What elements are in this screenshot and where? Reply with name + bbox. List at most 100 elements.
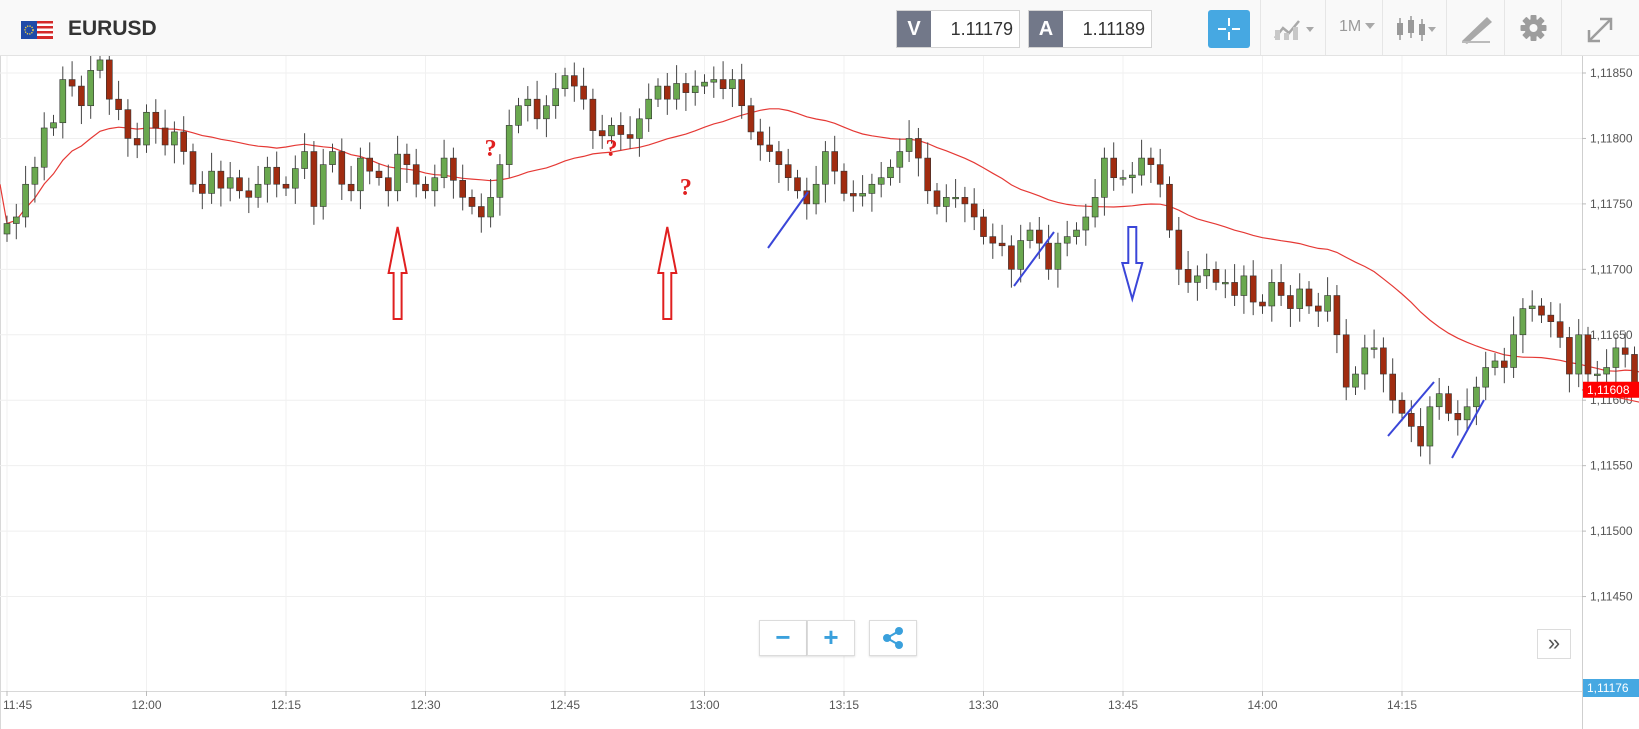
candle-body <box>1305 288 1313 307</box>
candle-body <box>1575 334 1582 375</box>
candle-body <box>543 105 550 120</box>
candle-body <box>952 197 959 200</box>
current-price-tag <box>1583 381 1639 398</box>
current-price-label: 1,11608 <box>1587 383 1630 397</box>
share-button[interactable] <box>869 620 917 656</box>
bid-quote[interactable]: V 1.11179 <box>896 10 1020 48</box>
scroll-to-latest-button[interactable]: » <box>1537 629 1571 659</box>
candle-body <box>384 177 392 192</box>
candle-body <box>347 183 355 192</box>
zoom-out-button[interactable]: − <box>759 620 807 656</box>
candle-body <box>831 151 839 172</box>
arrow-up-annotation <box>657 226 678 320</box>
candle-body <box>1073 229 1080 237</box>
candle-body <box>254 183 262 198</box>
candle-body <box>412 164 420 185</box>
line-chart-icon <box>1274 20 1314 40</box>
candle-body <box>1547 314 1555 322</box>
candle-body <box>199 183 206 194</box>
candle-body <box>338 151 346 185</box>
candle-body <box>1463 406 1471 421</box>
candle-style-button[interactable] <box>1382 0 1447 55</box>
candle-body <box>747 105 755 133</box>
candle-body <box>291 168 299 189</box>
candle-body <box>1045 242 1052 270</box>
time-axis: 11:45 12:00 12:15 12:30 12:45 13:00 13:15 13:30… <box>0 691 1582 712</box>
last-price-label: 1,11176 <box>1587 681 1629 695</box>
x-tick-label: 14:00 <box>1247 698 1277 712</box>
candle-body <box>68 79 76 87</box>
grid-lines <box>0 56 1582 691</box>
candle-body <box>1296 288 1303 309</box>
candle-body <box>50 122 57 129</box>
candle-body <box>375 170 383 179</box>
candle-body <box>1435 393 1443 408</box>
candle-body <box>1129 174 1136 179</box>
candlestick-icon <box>1397 16 1436 41</box>
arrow-up-annotation <box>387 226 408 320</box>
candle-body <box>552 88 560 107</box>
candle-body <box>533 98 541 120</box>
candle-body <box>59 79 67 124</box>
crosshair-button[interactable] <box>1208 10 1250 48</box>
gear-icon <box>1520 15 1547 41</box>
candle-body <box>970 203 978 218</box>
bid-label: V <box>897 11 931 47</box>
drawing-tools-icon <box>1462 17 1492 44</box>
candle-body <box>1017 240 1025 270</box>
candle-body <box>329 151 336 165</box>
question-annotation: ? <box>485 136 497 162</box>
candle-body <box>226 177 234 189</box>
candle-body <box>1287 295 1294 309</box>
y-tick-label: 1,11800 <box>1590 131 1633 145</box>
settings-button[interactable] <box>1504 0 1562 55</box>
price-chart[interactable]: 1,11850 1,11800 1,11750 1,11700 1,11650 1,116… <box>0 56 1639 729</box>
drawing-tools-button[interactable] <box>1446 0 1505 55</box>
candle-body <box>719 79 727 90</box>
candle-body <box>1501 360 1508 368</box>
candle-body <box>1166 183 1173 231</box>
chart-type-button[interactable] <box>1260 0 1326 55</box>
candle-body <box>1110 157 1117 179</box>
ask-label: A <box>1029 11 1063 47</box>
y-tick-label: 1,11700 <box>1590 262 1633 276</box>
chart-toolbar: EURUSD V 1.11179 A 1.11189 1M <box>0 0 1639 56</box>
candle-body <box>319 164 327 207</box>
candle-body <box>710 79 718 83</box>
candle-body <box>1584 334 1592 375</box>
fullscreen-button[interactable] <box>1561 0 1639 55</box>
chevron-down-icon <box>1306 27 1314 32</box>
candle-body <box>1370 347 1378 350</box>
candle-body <box>245 190 253 198</box>
candle-body <box>1054 242 1062 270</box>
candle-body <box>1036 229 1043 244</box>
candle-body <box>468 197 476 207</box>
x-tick-label: 13:45 <box>1108 698 1138 712</box>
zoom-in-button[interactable]: + <box>807 620 855 656</box>
candle-body <box>756 131 764 146</box>
candle-body <box>626 134 634 139</box>
ask-quote[interactable]: A 1.11189 <box>1028 10 1152 48</box>
candle-body <box>775 151 783 165</box>
candle-body <box>273 166 281 185</box>
candle-body <box>682 83 690 93</box>
candle-body <box>394 153 401 192</box>
candle-body <box>980 216 987 237</box>
timeframe-label: 1M <box>1339 18 1362 35</box>
candle-body <box>403 153 411 165</box>
candle-body <box>505 125 513 165</box>
candle-body <box>924 157 932 192</box>
candle-body <box>1612 347 1620 368</box>
question-annotation: ? <box>606 136 618 162</box>
candle-body <box>1156 164 1164 185</box>
x-tick-label: 11:45 <box>3 698 32 712</box>
candle-body <box>580 85 587 100</box>
timeframe-select[interactable]: 1M <box>1325 0 1383 55</box>
candle-body <box>357 157 364 192</box>
candle-body <box>691 85 699 93</box>
candle-body <box>998 242 1006 247</box>
candle-body <box>477 206 485 218</box>
candle-body <box>1398 399 1406 414</box>
candle-body <box>22 183 29 218</box>
y-tick-label: 1,11550 <box>1590 459 1633 473</box>
